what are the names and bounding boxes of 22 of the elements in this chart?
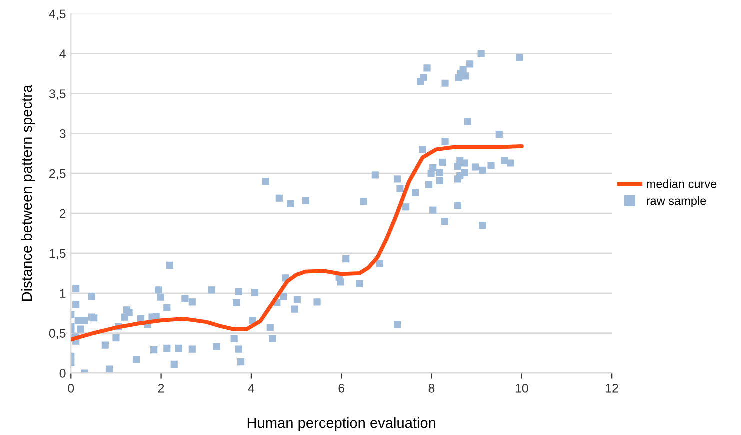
y-tick-label: 4,5 [49,10,66,20]
y-tick-label: 3,5 [49,90,66,100]
x-tick-label: 8 [428,384,435,393]
line-series [71,144,524,342]
y-tick-label: 2,5 [50,169,66,180]
legend-label: raw sample [647,196,706,208]
y-tick-label: 4 [60,50,66,58]
legend-label: median curve [647,180,717,188]
x-tick-label: 10 [516,384,528,393]
x-tick-label: 0 [68,384,74,393]
y-tick-label: 2 [60,209,66,218]
x-tick-label: 12 [606,384,618,393]
y-tick-label: 0,5 [49,329,66,340]
x-tick-label: 4 [248,384,255,393]
x-tick-label: 6 [338,384,345,393]
x-axis-title: Human perception evaluation [248,418,436,432]
y-axis-title: Distance between pattern spectra [21,84,36,301]
x-tick-label: 2 [158,384,164,393]
y-tick-label: 3 [60,129,66,138]
y-tick-label: 1 [60,289,66,298]
y-tick-label: 0 [60,369,66,378]
y-tick-label: 1,5 [50,249,66,260]
